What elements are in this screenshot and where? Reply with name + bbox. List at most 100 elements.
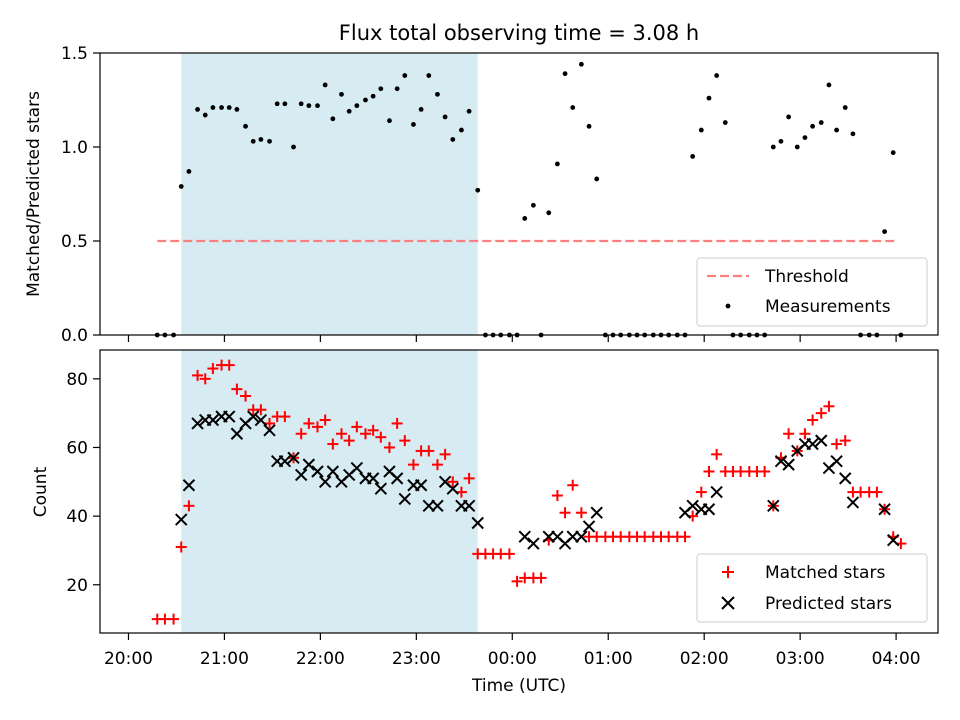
matched-star-point xyxy=(327,438,339,450)
predicted-star-point xyxy=(318,475,332,489)
matched-star-point xyxy=(343,435,355,447)
measurement-point xyxy=(387,118,392,124)
y-tick-label: 1.5 xyxy=(61,44,88,64)
measurement-point xyxy=(226,105,232,110)
predicted-star-point xyxy=(182,479,196,492)
matched-star-point xyxy=(303,417,315,429)
top-shaded-span xyxy=(181,53,478,335)
measurement-point xyxy=(243,123,248,129)
bottom-plot-frame xyxy=(99,349,939,634)
predicted-star-point xyxy=(311,465,324,478)
x-tick-label: 02:00 xyxy=(680,649,729,669)
x-tick-label: 23:00 xyxy=(392,649,441,669)
top-panel: 0.0 0.5 1.0 1.5 Matched/Predicted stars Thr… xyxy=(24,44,939,346)
measurement-point xyxy=(426,73,432,78)
predicted-star-point xyxy=(230,427,244,440)
matched-star-point xyxy=(807,414,819,426)
measurement-point xyxy=(842,105,848,110)
measurement-point xyxy=(258,137,264,142)
chart-title: Flux total observing time = 3.08 h xyxy=(339,21,699,45)
bottom-y-axis-label: Count xyxy=(31,466,51,517)
measurement-point xyxy=(219,105,224,110)
matched-star-point xyxy=(783,428,795,440)
predicted-star-point xyxy=(518,530,531,543)
measurement-point xyxy=(522,216,528,221)
x-tick-label: 21:00 xyxy=(200,649,249,669)
measurement-point xyxy=(450,137,456,142)
matched-star-point xyxy=(711,448,723,460)
measurement-point xyxy=(570,105,576,110)
predicted-star-point xyxy=(191,417,204,430)
measurement-point xyxy=(810,123,816,129)
predicted-star-point xyxy=(254,413,268,427)
matched-star-point xyxy=(823,400,835,412)
measurement-point xyxy=(418,107,424,112)
matched-star-point xyxy=(311,421,323,433)
measurement-point xyxy=(722,120,728,125)
predicted-star-point xyxy=(471,516,484,530)
measurement-point xyxy=(435,91,440,97)
predicted-star-point xyxy=(582,520,596,533)
predicted-star-point xyxy=(462,499,476,513)
predicted-star-point xyxy=(767,499,780,513)
measurement-point xyxy=(850,131,856,137)
legend-measurements-label: Measurements xyxy=(765,297,891,317)
y-tick-label: 1.0 xyxy=(61,138,88,158)
measurement-point xyxy=(826,82,832,88)
measurement-point xyxy=(834,127,840,133)
matched-star-point xyxy=(279,411,291,423)
matched-star-point xyxy=(407,459,419,471)
matched-star-point xyxy=(431,459,443,471)
measurement-point xyxy=(714,73,720,78)
matched-star-point xyxy=(383,441,395,453)
matched-star-point xyxy=(199,373,211,385)
measurement-point xyxy=(562,71,568,77)
predicted-star-point xyxy=(302,458,316,471)
measurement-point xyxy=(546,210,552,216)
predicted-star-point xyxy=(887,533,900,547)
y-tick-label: 80 xyxy=(66,370,88,390)
matched-star-point xyxy=(223,359,235,371)
predicted-star-point xyxy=(278,455,292,468)
predicted-star-point xyxy=(287,451,300,464)
predicted-star-point xyxy=(878,503,891,516)
measurement-point xyxy=(530,202,536,208)
matched-star-point xyxy=(175,541,187,553)
top-legend: Threshold Measurements xyxy=(696,257,928,327)
measurement-point xyxy=(330,116,336,122)
measurement-point xyxy=(298,101,304,107)
y-tick-label: 0.5 xyxy=(61,232,88,252)
matched-star-point xyxy=(359,428,371,440)
predicted-star-point xyxy=(830,455,843,468)
predicted-star-point xyxy=(575,530,588,543)
predicted-star-point xyxy=(806,437,819,451)
matched-star-point xyxy=(439,448,451,460)
y-tick-label: 0.0 xyxy=(61,326,88,346)
matched-star-point xyxy=(831,438,843,450)
measurement-point xyxy=(706,95,712,101)
measurement-point xyxy=(690,154,696,159)
measurement-point xyxy=(594,176,600,182)
matched-star-point xyxy=(511,575,523,587)
predicted-star-point xyxy=(782,458,795,471)
matched-star-point xyxy=(367,424,379,436)
predicted-star-point xyxy=(374,482,388,495)
legend-matched-swatch xyxy=(722,566,734,578)
measurement-point xyxy=(402,73,408,78)
predicted-star-point xyxy=(839,472,852,485)
matched-star-point xyxy=(871,486,883,498)
predicted-star-point xyxy=(815,434,828,447)
legend-threshold-label: Threshold xyxy=(764,267,849,287)
measurement-point xyxy=(354,103,360,109)
matched-star-point xyxy=(839,435,851,447)
matched-star-point xyxy=(231,383,243,395)
predicted-star-point xyxy=(414,479,428,492)
matched-star-point xyxy=(207,363,219,375)
predicted-star-point xyxy=(263,424,276,437)
matched-star-point xyxy=(375,431,387,443)
matched-star-point xyxy=(391,417,403,429)
x-tick-label: 01:00 xyxy=(584,649,633,669)
measurement-point xyxy=(411,122,416,127)
matched-star-point xyxy=(183,500,195,512)
predicted-star-point xyxy=(846,496,860,509)
